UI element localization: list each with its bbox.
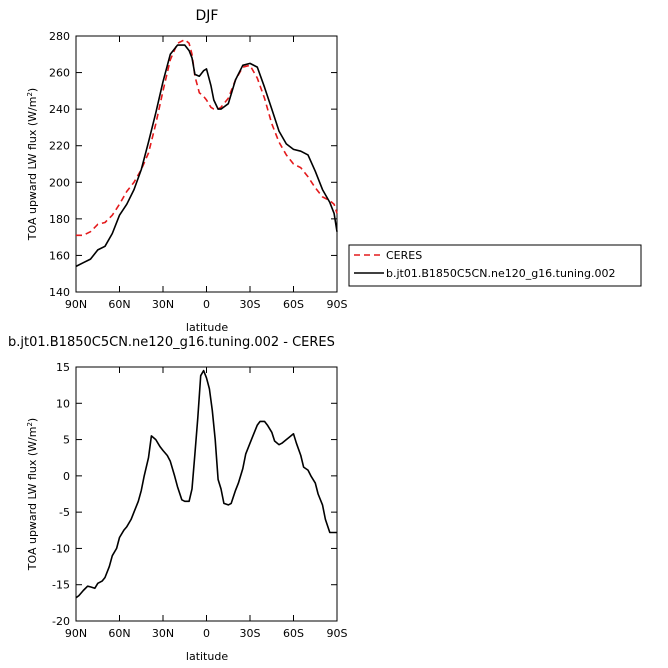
legend: CERES b.jt01.B1850C5CN.ne120_g16.tuning.… [348,244,642,287]
bottom-panel: b.jt01.B1850C5CN.ne120_g16.tuning.002 - … [8,335,348,663]
legend-box [348,244,642,287]
top-x-axis-label: latitude [186,321,228,334]
bottom-x-ticks: 90N 60N 30N 0 30S 60S 90S [65,367,348,640]
bottom-x-tick-label: 30S [240,627,261,640]
bottom-y-tick-label: 10 [56,397,70,410]
top-chart-title: DJF [196,8,219,24]
bottom-y-tick-label: -10 [52,542,70,555]
top-y-tick-label: 280 [49,30,70,43]
top-y-tick-label: 240 [49,103,70,116]
bottom-x-axis-label: latitude [186,650,228,663]
top-y-tick-label: 260 [49,67,70,80]
top-y-ticks: 140 160 180 200 220 240 260 280 [49,30,337,299]
top-x-tick-label: 30S [240,298,261,311]
bottom-plot-frame [75,366,338,622]
top-x-tick-label: 90N [65,298,87,311]
top-x-tick-label: 90S [327,298,348,311]
top-y-tick-label: 220 [49,140,70,153]
top-x-tick-label: 0 [203,298,210,311]
bottom-y-tick-label: 5 [63,434,70,447]
bottom-y-tick-label: -20 [52,615,70,628]
bottom-series-group [75,369,337,599]
bottom-y-tick-label: -15 [52,579,70,592]
bottom-x-tick-label: 0 [203,627,210,640]
top-x-ticks: 90N 60N 30N 0 30S 60S 90S [65,36,348,311]
top-series-group [75,38,338,268]
bottom-x-tick-label: 90N [65,627,87,640]
bottom-y-tick-label: -5 [59,506,70,519]
top-x-tick-label: 60S [283,298,304,311]
top-plot-frame [75,35,338,293]
bottom-chart-title: b.jt01.B1850C5CN.ne120_g16.tuning.002 - … [8,335,335,350]
bottom-series-line-difference [75,369,337,599]
bottom-y-tick-label: 15 [56,361,70,374]
top-y-axis-label: TOA upward LW flux (W/m2) [26,88,39,241]
top-y-tick-label: 160 [49,249,70,262]
bottom-x-tick-label: 30N [152,627,174,640]
top-y-tick-label: 180 [49,213,70,226]
bottom-x-tick-label: 60S [283,627,304,640]
top-x-tick-label: 60N [108,298,130,311]
legend-label-model: b.jt01.B1850C5CN.ne120_g16.tuning.002 [386,267,615,280]
bottom-x-tick-label: 60N [108,627,130,640]
top-series-line-ceres [76,38,338,237]
bottom-y-tick-label: 0 [63,470,70,483]
legend-label-ceres: CERES [386,249,422,262]
bottom-x-tick-label: 90S [327,627,348,640]
top-series-line-b-jt01-b1850c5cn-ne120-g16-tuning-002 [75,44,338,268]
bottom-y-ticks: -20 -15 -10 -5 0 5 10 15 [52,361,337,628]
bottom-y-axis-label: TOA upward LW flux (W/m2) [26,418,39,571]
top-x-tick-label: 30N [152,298,174,311]
top-y-tick-label: 140 [49,286,70,299]
top-y-tick-label: 200 [49,176,70,189]
top-panel: DJF 140 160 180 200 220 240 260 280 90N 60N 30N 0 3… [26,8,348,334]
